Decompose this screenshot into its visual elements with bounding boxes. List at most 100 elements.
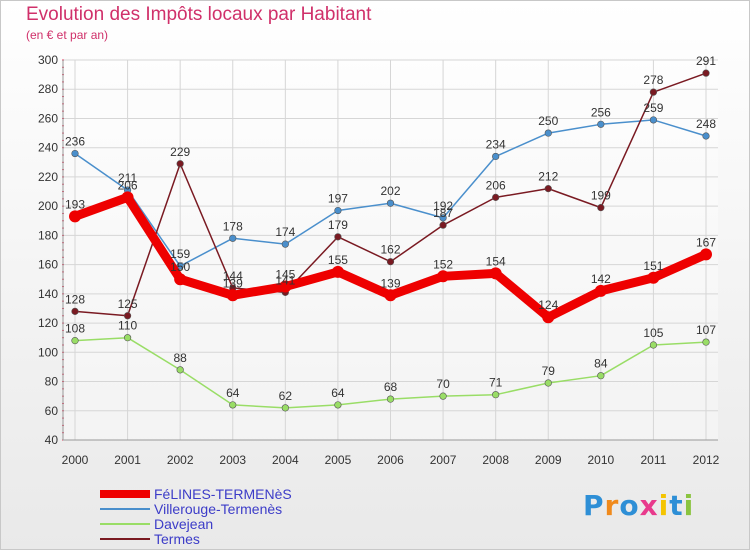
data-point — [702, 338, 710, 346]
data-point — [123, 312, 132, 320]
data-label: 167 — [696, 235, 716, 249]
x-tick-label: 2001 — [114, 453, 141, 467]
data-point — [649, 88, 658, 96]
y-tick-label: 220 — [38, 170, 58, 184]
data-label: 154 — [486, 254, 506, 268]
y-tick-label: 120 — [38, 316, 58, 330]
data-label: 236 — [65, 135, 85, 149]
y-tick-label: 100 — [38, 345, 58, 359]
data-point — [386, 258, 395, 266]
legend-label: Termes — [154, 530, 200, 547]
data-label: 139 — [380, 276, 400, 290]
logo-letter: o — [619, 489, 640, 522]
legend-item: Davejean — [100, 515, 292, 532]
data-point — [544, 379, 552, 387]
data-label: 150 — [170, 260, 190, 274]
legend-item: Termes — [100, 530, 292, 547]
chart-subtitle: (en € et par an) — [26, 28, 109, 42]
data-point — [647, 271, 660, 284]
legend-item: FéLINES-TERMENèS — [100, 486, 292, 502]
data-label: 197 — [328, 192, 348, 206]
data-label: 256 — [591, 105, 611, 119]
y-tick-label: 240 — [38, 141, 58, 155]
data-point — [597, 204, 605, 212]
data-point — [226, 289, 239, 302]
data-label: 84 — [594, 357, 608, 371]
proxiti-logo: Proxiti — [583, 489, 694, 522]
data-point — [71, 307, 79, 315]
data-point — [492, 193, 500, 201]
data-label: 192 — [433, 199, 453, 213]
x-tick-label: 2011 — [641, 453, 667, 467]
data-label: 202 — [380, 184, 400, 198]
data-label: 193 — [65, 197, 85, 211]
data-label: 105 — [643, 326, 663, 340]
data-point — [384, 289, 397, 302]
data-point — [281, 404, 289, 412]
legend-swatch — [100, 537, 150, 540]
data-point — [386, 395, 395, 403]
data-label: 64 — [226, 386, 240, 400]
data-point — [492, 152, 500, 161]
data-label: 206 — [486, 178, 506, 192]
chart-title: Evolution des Impôts locaux par Habitant — [26, 4, 372, 25]
data-point — [71, 337, 79, 345]
legend-item: Villerouge-Termenès — [100, 501, 292, 517]
data-point — [649, 341, 658, 349]
data-label: 179 — [328, 218, 348, 232]
data-label: 139 — [223, 276, 243, 290]
data-label: 144 — [223, 269, 243, 283]
data-point — [542, 311, 555, 324]
x-tick-label: 2008 — [482, 453, 509, 467]
y-tick-label: 60 — [45, 404, 59, 418]
data-label: 68 — [384, 380, 398, 394]
data-point — [439, 214, 447, 222]
data-label: 212 — [538, 170, 558, 184]
x-tick-label: 2009 — [535, 453, 562, 467]
data-label: 248 — [696, 117, 716, 131]
y-tick-label: 260 — [38, 111, 58, 125]
y-tick-label: 40 — [45, 433, 59, 447]
x-tick-label: 2010 — [587, 453, 614, 467]
logo-letter: i — [683, 489, 695, 522]
x-tick-label: 2012 — [693, 453, 720, 467]
data-point — [281, 240, 289, 248]
data-point — [700, 248, 712, 261]
data-point — [279, 280, 292, 293]
data-label: 174 — [275, 225, 295, 239]
data-point — [544, 129, 552, 137]
data-point — [71, 149, 79, 158]
data-point — [702, 132, 710, 140]
data-label: 278 — [643, 73, 663, 87]
data-point — [174, 273, 187, 286]
legend-swatch — [100, 507, 150, 510]
data-label: 229 — [170, 145, 190, 159]
data-label: 108 — [65, 322, 85, 336]
y-tick-label: 160 — [38, 258, 58, 272]
data-point — [594, 284, 607, 297]
logo-letter: x — [639, 489, 659, 522]
x-tick-label: 2000 — [62, 453, 89, 467]
data-point — [386, 199, 395, 207]
data-point — [597, 120, 605, 128]
data-point — [176, 160, 184, 168]
data-point — [649, 116, 658, 124]
legend-swatch — [100, 522, 150, 525]
data-label: 110 — [118, 319, 137, 333]
data-label: 206 — [118, 178, 138, 192]
legend-label: Davejean — [154, 515, 214, 532]
data-label: 155 — [328, 253, 348, 267]
data-point — [437, 270, 450, 283]
data-point — [544, 185, 552, 193]
data-point — [334, 233, 342, 241]
data-point — [334, 206, 342, 215]
legend-swatch — [100, 489, 150, 498]
data-label: 159 — [170, 247, 190, 261]
x-tick-label: 2002 — [167, 453, 194, 467]
x-tick-label: 2003 — [219, 453, 246, 467]
data-point — [439, 221, 447, 229]
data-point — [123, 334, 132, 342]
data-label: 142 — [591, 272, 611, 286]
